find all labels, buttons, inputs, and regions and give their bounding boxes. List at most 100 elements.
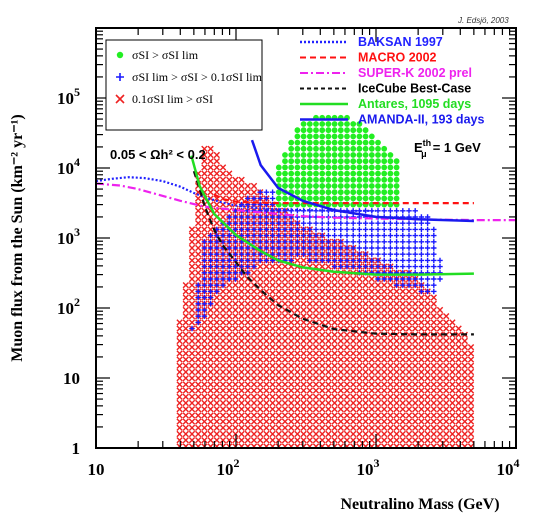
cross-point [418, 406, 425, 413]
dot-point [344, 158, 350, 165]
cross-point [356, 424, 363, 431]
plus-point [307, 226, 313, 233]
cross-point [337, 387, 344, 394]
y-tick-label: 104 [57, 155, 80, 178]
cross-point [232, 300, 239, 307]
cross-point [405, 337, 413, 345]
cross-point [331, 300, 338, 307]
plus-point [313, 257, 319, 264]
cross-point [424, 319, 431, 326]
cross-point [436, 368, 444, 376]
dot-point [356, 189, 363, 196]
cross-point [219, 319, 227, 326]
cross-point [288, 381, 295, 388]
dot-point [300, 152, 307, 158]
plus-point [226, 270, 232, 276]
plus-point [220, 251, 226, 257]
cross-point [250, 399, 258, 407]
cross-point [399, 418, 406, 425]
cross-point [374, 350, 382, 357]
cross-point [294, 362, 301, 369]
cross-point [207, 375, 214, 382]
cross-point [343, 387, 351, 394]
cross-point [213, 164, 220, 171]
cross-point [201, 375, 208, 382]
plus-point [362, 239, 369, 245]
cross-point [219, 368, 227, 376]
plus-point [300, 239, 307, 245]
dot-point [356, 121, 363, 127]
limit-curves [96, 139, 516, 336]
plus-point [387, 220, 394, 226]
cross-point [418, 418, 425, 425]
cross-point [219, 412, 227, 419]
cross-point [275, 418, 282, 425]
cross-point [461, 412, 468, 419]
cross-point [275, 387, 282, 394]
cross-point [418, 356, 425, 363]
cross-point [238, 437, 245, 444]
cross-point [300, 406, 307, 413]
cross-point [412, 350, 419, 357]
dot-point [313, 195, 319, 202]
plus-point [431, 245, 437, 251]
cross-point [424, 375, 431, 382]
cross-point [294, 306, 301, 314]
cross-point [412, 368, 419, 376]
cross-point [213, 325, 220, 332]
plus-point [381, 220, 387, 226]
dot-point [331, 145, 338, 152]
cross-point [300, 368, 307, 376]
cross-point [263, 393, 270, 400]
cross-point [436, 350, 444, 357]
cross-point [319, 406, 326, 413]
dot-point [362, 145, 369, 152]
cross-point [449, 319, 456, 326]
cross-point [182, 306, 189, 314]
cross-point [195, 257, 202, 264]
cross-point [201, 399, 208, 407]
plus-point [325, 257, 332, 264]
plus-point [406, 239, 412, 245]
cross-point [436, 443, 444, 448]
cross-point [195, 418, 202, 425]
cross-point [467, 344, 475, 351]
cross-point [325, 375, 332, 382]
plus-point [220, 263, 226, 270]
cross-point [232, 399, 239, 407]
cross-point [182, 294, 189, 301]
cross-point [412, 344, 419, 351]
plus-point [424, 288, 431, 295]
cross-point [368, 406, 375, 413]
plus-point [201, 301, 208, 307]
cross-point [405, 300, 413, 307]
cross-point [232, 368, 239, 376]
cross-point [362, 350, 369, 357]
plus-point [406, 276, 412, 282]
cross-point [412, 424, 419, 431]
plus-point [375, 263, 381, 270]
cross-point [381, 443, 388, 448]
plus-point [412, 251, 418, 257]
plus-point [400, 251, 406, 257]
cross-point [337, 275, 344, 283]
cross-point [195, 201, 202, 208]
dot-point [300, 176, 307, 183]
cross-point [207, 344, 214, 351]
plus-point [214, 270, 220, 276]
cross-point [424, 418, 431, 425]
cross-point [312, 418, 320, 425]
plus-point [238, 257, 245, 264]
cross-point [399, 393, 406, 400]
cross-point [331, 362, 338, 369]
plus-point [400, 263, 406, 270]
plus-point [201, 307, 208, 313]
cross-point [281, 269, 289, 276]
cross-point [430, 381, 437, 388]
dot-point [337, 152, 344, 158]
plus-point [400, 257, 406, 264]
cross-point [263, 344, 270, 351]
cross-point [449, 325, 456, 332]
cross-point [374, 282, 382, 289]
plus-point [325, 232, 332, 239]
